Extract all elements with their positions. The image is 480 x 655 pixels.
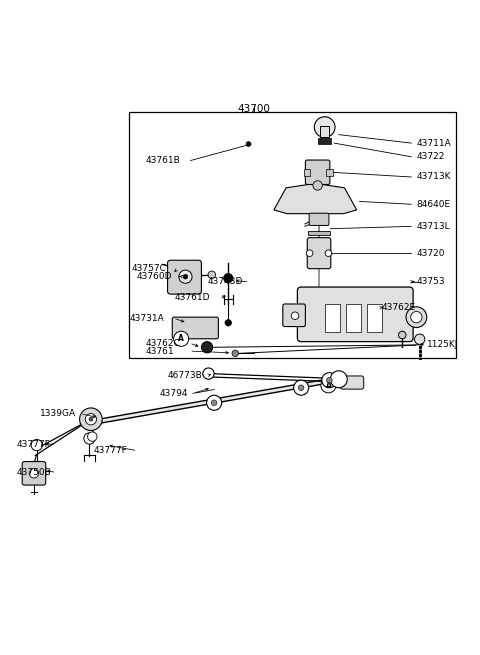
Circle shape <box>294 380 309 395</box>
Text: 84640E: 84640E <box>416 200 451 209</box>
Circle shape <box>313 181 323 190</box>
Circle shape <box>174 331 189 346</box>
Text: 43794: 43794 <box>160 389 189 398</box>
Text: 43720: 43720 <box>416 249 445 257</box>
Text: 43731A: 43731A <box>130 314 164 323</box>
Bar <box>130 112 456 358</box>
Bar <box>324 304 340 332</box>
Bar <box>367 304 382 332</box>
FancyBboxPatch shape <box>298 287 413 342</box>
Text: 43757C: 43757C <box>132 264 167 273</box>
Circle shape <box>224 273 233 283</box>
Text: 43777F: 43777F <box>16 440 50 449</box>
Circle shape <box>411 312 422 323</box>
Text: 43753: 43753 <box>416 277 445 286</box>
Text: 1125KJ: 1125KJ <box>427 341 458 349</box>
Circle shape <box>330 371 347 388</box>
Text: 43762C: 43762C <box>146 339 180 348</box>
Text: 43777F: 43777F <box>93 446 127 455</box>
Circle shape <box>179 270 192 283</box>
Circle shape <box>211 400 217 405</box>
Circle shape <box>225 320 231 326</box>
Circle shape <box>202 342 213 353</box>
Bar <box>318 138 331 144</box>
Bar <box>308 231 330 235</box>
FancyBboxPatch shape <box>168 260 202 294</box>
Text: 43761: 43761 <box>146 346 175 356</box>
Circle shape <box>299 385 304 390</box>
Circle shape <box>31 440 42 451</box>
Text: 43713K: 43713K <box>416 172 451 181</box>
Circle shape <box>325 250 332 257</box>
Circle shape <box>314 117 335 138</box>
Bar <box>320 126 329 136</box>
Text: 43762E: 43762E <box>381 303 415 312</box>
Text: 43700: 43700 <box>238 103 271 114</box>
Circle shape <box>326 377 332 383</box>
Circle shape <box>415 334 425 345</box>
Text: 43743D: 43743D <box>207 277 242 286</box>
FancyBboxPatch shape <box>340 376 364 389</box>
Text: 43761B: 43761B <box>146 156 180 165</box>
Circle shape <box>206 395 222 410</box>
FancyBboxPatch shape <box>22 462 46 485</box>
Text: A: A <box>325 381 331 390</box>
Circle shape <box>398 331 406 339</box>
Circle shape <box>232 350 239 357</box>
Circle shape <box>321 378 336 393</box>
FancyBboxPatch shape <box>307 238 331 269</box>
Bar <box>326 168 333 176</box>
Circle shape <box>29 468 39 478</box>
Text: 43711A: 43711A <box>416 139 451 147</box>
Circle shape <box>306 250 313 257</box>
Bar <box>346 304 361 332</box>
Text: 1339GA: 1339GA <box>40 409 76 418</box>
Text: A: A <box>178 334 184 343</box>
FancyBboxPatch shape <box>309 213 329 225</box>
Text: 43722: 43722 <box>416 152 445 161</box>
FancyBboxPatch shape <box>305 160 330 185</box>
Text: 46773B: 46773B <box>167 371 202 380</box>
Text: 43760D: 43760D <box>136 272 172 281</box>
Circle shape <box>84 433 95 444</box>
Circle shape <box>246 141 251 147</box>
Circle shape <box>85 413 96 425</box>
Text: 43761D: 43761D <box>174 293 210 303</box>
Circle shape <box>87 432 97 441</box>
Circle shape <box>322 373 337 388</box>
Circle shape <box>291 312 299 320</box>
Text: 43750B: 43750B <box>16 468 51 477</box>
Circle shape <box>80 408 102 430</box>
Circle shape <box>208 271 216 278</box>
FancyBboxPatch shape <box>172 317 218 339</box>
Circle shape <box>183 274 188 279</box>
FancyBboxPatch shape <box>283 304 305 327</box>
Bar <box>303 168 310 176</box>
Polygon shape <box>93 379 332 424</box>
Circle shape <box>89 417 93 421</box>
Text: 43713L: 43713L <box>416 222 450 231</box>
Circle shape <box>203 368 214 379</box>
Polygon shape <box>274 183 357 214</box>
Circle shape <box>406 307 427 328</box>
